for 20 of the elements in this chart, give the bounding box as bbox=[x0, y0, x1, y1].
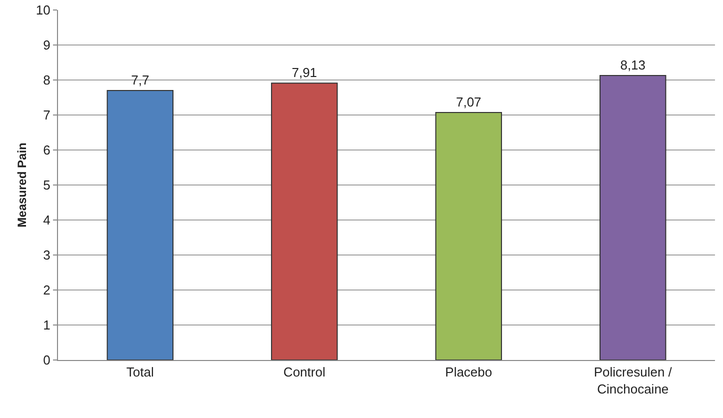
y-tick-label: 5 bbox=[43, 178, 50, 193]
x-tick-label: Policresulen / Cinchocaine bbox=[594, 364, 672, 396]
y-tick-label: 10 bbox=[36, 2, 50, 18]
y-tick-label: 0 bbox=[43, 352, 50, 368]
y-tick-label: 4 bbox=[43, 212, 50, 228]
y-tick-label: 7 bbox=[43, 108, 50, 123]
y-tick-label: 6 bbox=[43, 142, 50, 158]
x-tick-label: Placebo bbox=[445, 364, 492, 380]
data-label: 7,07 bbox=[456, 94, 482, 110]
y-tick-label: 3 bbox=[43, 248, 50, 263]
y-tick-label: 1 bbox=[43, 318, 50, 333]
data-label: 7,7 bbox=[131, 72, 150, 88]
y-tick-label: 9 bbox=[43, 38, 50, 53]
y-tick-label: 8 bbox=[43, 72, 50, 88]
x-tick-label: Total bbox=[126, 364, 154, 380]
data-label: 8,13 bbox=[620, 57, 646, 72]
y-axis-title: Measured Pain bbox=[15, 142, 30, 228]
y-tick-label: 2 bbox=[43, 282, 50, 298]
x-tick-label: Control bbox=[283, 364, 326, 380]
data-label: 7,91 bbox=[292, 65, 318, 80]
